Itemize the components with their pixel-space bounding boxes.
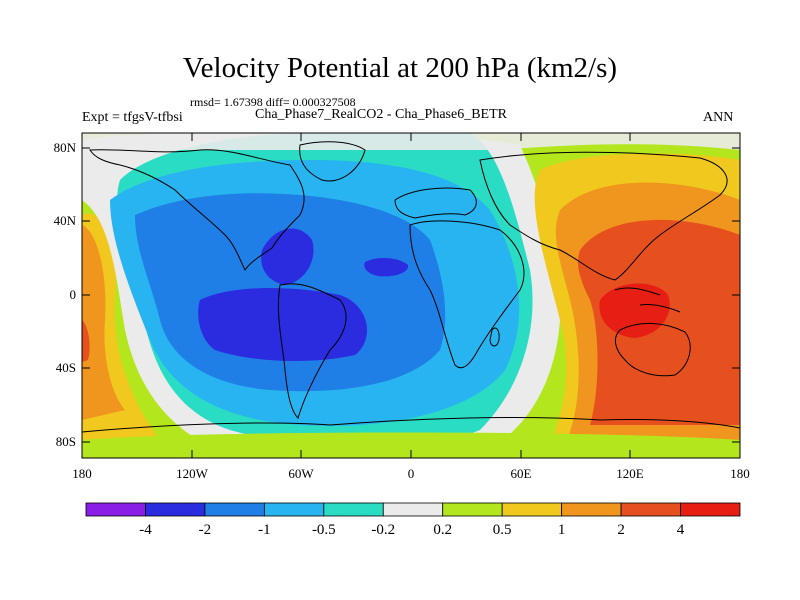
colorbar-swatch: [145, 502, 206, 517]
lon-label-120e: 120E: [616, 466, 644, 481]
season-label: ANN: [703, 110, 734, 125]
lon-label-0: 0: [407, 466, 415, 481]
contour-darkblue-north: [261, 228, 314, 285]
lon-label-60e: 60E: [510, 466, 532, 481]
colorbar-label: -0.5: [311, 522, 336, 538]
coastline-antarctica: [82, 417, 740, 433]
coastlines: [82, 141, 740, 433]
colorbar-swatch: [263, 502, 325, 517]
coastline-greenland: [299, 141, 366, 182]
lat-label-40s: 40S: [55, 360, 76, 375]
colorbar-swatch: [501, 502, 563, 517]
contour-west-red: [82, 320, 90, 362]
lon-label-180e: 180: [730, 466, 750, 481]
experiment-label: Expt = tfgsV-tfbsi: [82, 110, 183, 125]
axis-ticks: [81, 133, 741, 458]
lon-label-60w: 60W: [288, 466, 314, 481]
coastline-maritime-continent: [614, 287, 681, 313]
contour-darkblue-south: [198, 288, 367, 362]
coastline-africa: [409, 220, 525, 369]
lat-label-80n: 80N: [53, 140, 76, 155]
lon-label-180w: 180: [72, 466, 92, 481]
colorbar-swatch: [204, 502, 265, 517]
contour-south-polar: [82, 432, 740, 458]
contour-atlantic-spot: [454, 289, 486, 305]
map-title: Velocity Potential at 200 hPa (km2/s): [182, 52, 618, 84]
colorbar-label: -4: [139, 522, 152, 538]
contour-west-orange: [82, 225, 125, 420]
coastline-madagascar: [489, 327, 500, 347]
colorbar-swatch: [561, 502, 622, 517]
contour-north-polar: [82, 133, 740, 150]
colorbar-label: 0.2: [433, 522, 453, 538]
lon-label-120w: 120W: [176, 466, 208, 481]
contour-field: [82, 133, 740, 458]
coastline-australia: [614, 322, 691, 377]
stats-text: rmsd= 1.67398 diff= 0.000327508: [190, 95, 356, 109]
colorbar-swatch: [382, 502, 444, 517]
colorbar-label: 0.5: [492, 522, 512, 538]
colorbar-swatch: [620, 502, 681, 517]
colorbar-label: -2: [198, 522, 212, 538]
lat-label-eq: 0: [69, 287, 77, 302]
lat-label-40n: 40N: [53, 213, 76, 228]
colorbar-swatch: [85, 502, 146, 517]
coastline-south-america: [277, 283, 347, 419]
colorbar-swatch: [442, 502, 503, 517]
colorbar-swatch: [323, 502, 384, 517]
colorbar-label: -0.2: [371, 522, 396, 538]
colorbar: [85, 502, 741, 517]
coastline-asia: [479, 151, 728, 281]
contour-darkblue-atlantic: [364, 258, 409, 277]
colorbar-label: 1: [557, 522, 566, 538]
colorbar-label: -1: [258, 522, 271, 538]
colorbar-label: 4: [676, 522, 685, 538]
lat-label-80s: 80S: [55, 434, 76, 449]
coastline-north-america: [89, 149, 305, 272]
subtitle: Cha_Phase7_RealCO2 - Cha_Phase6_BETR: [255, 107, 507, 122]
colorbar-swatch: [680, 502, 741, 517]
colorbar-label: 2: [617, 522, 625, 538]
coastline-europe: [394, 187, 477, 219]
contour-east-red: [599, 283, 670, 338]
